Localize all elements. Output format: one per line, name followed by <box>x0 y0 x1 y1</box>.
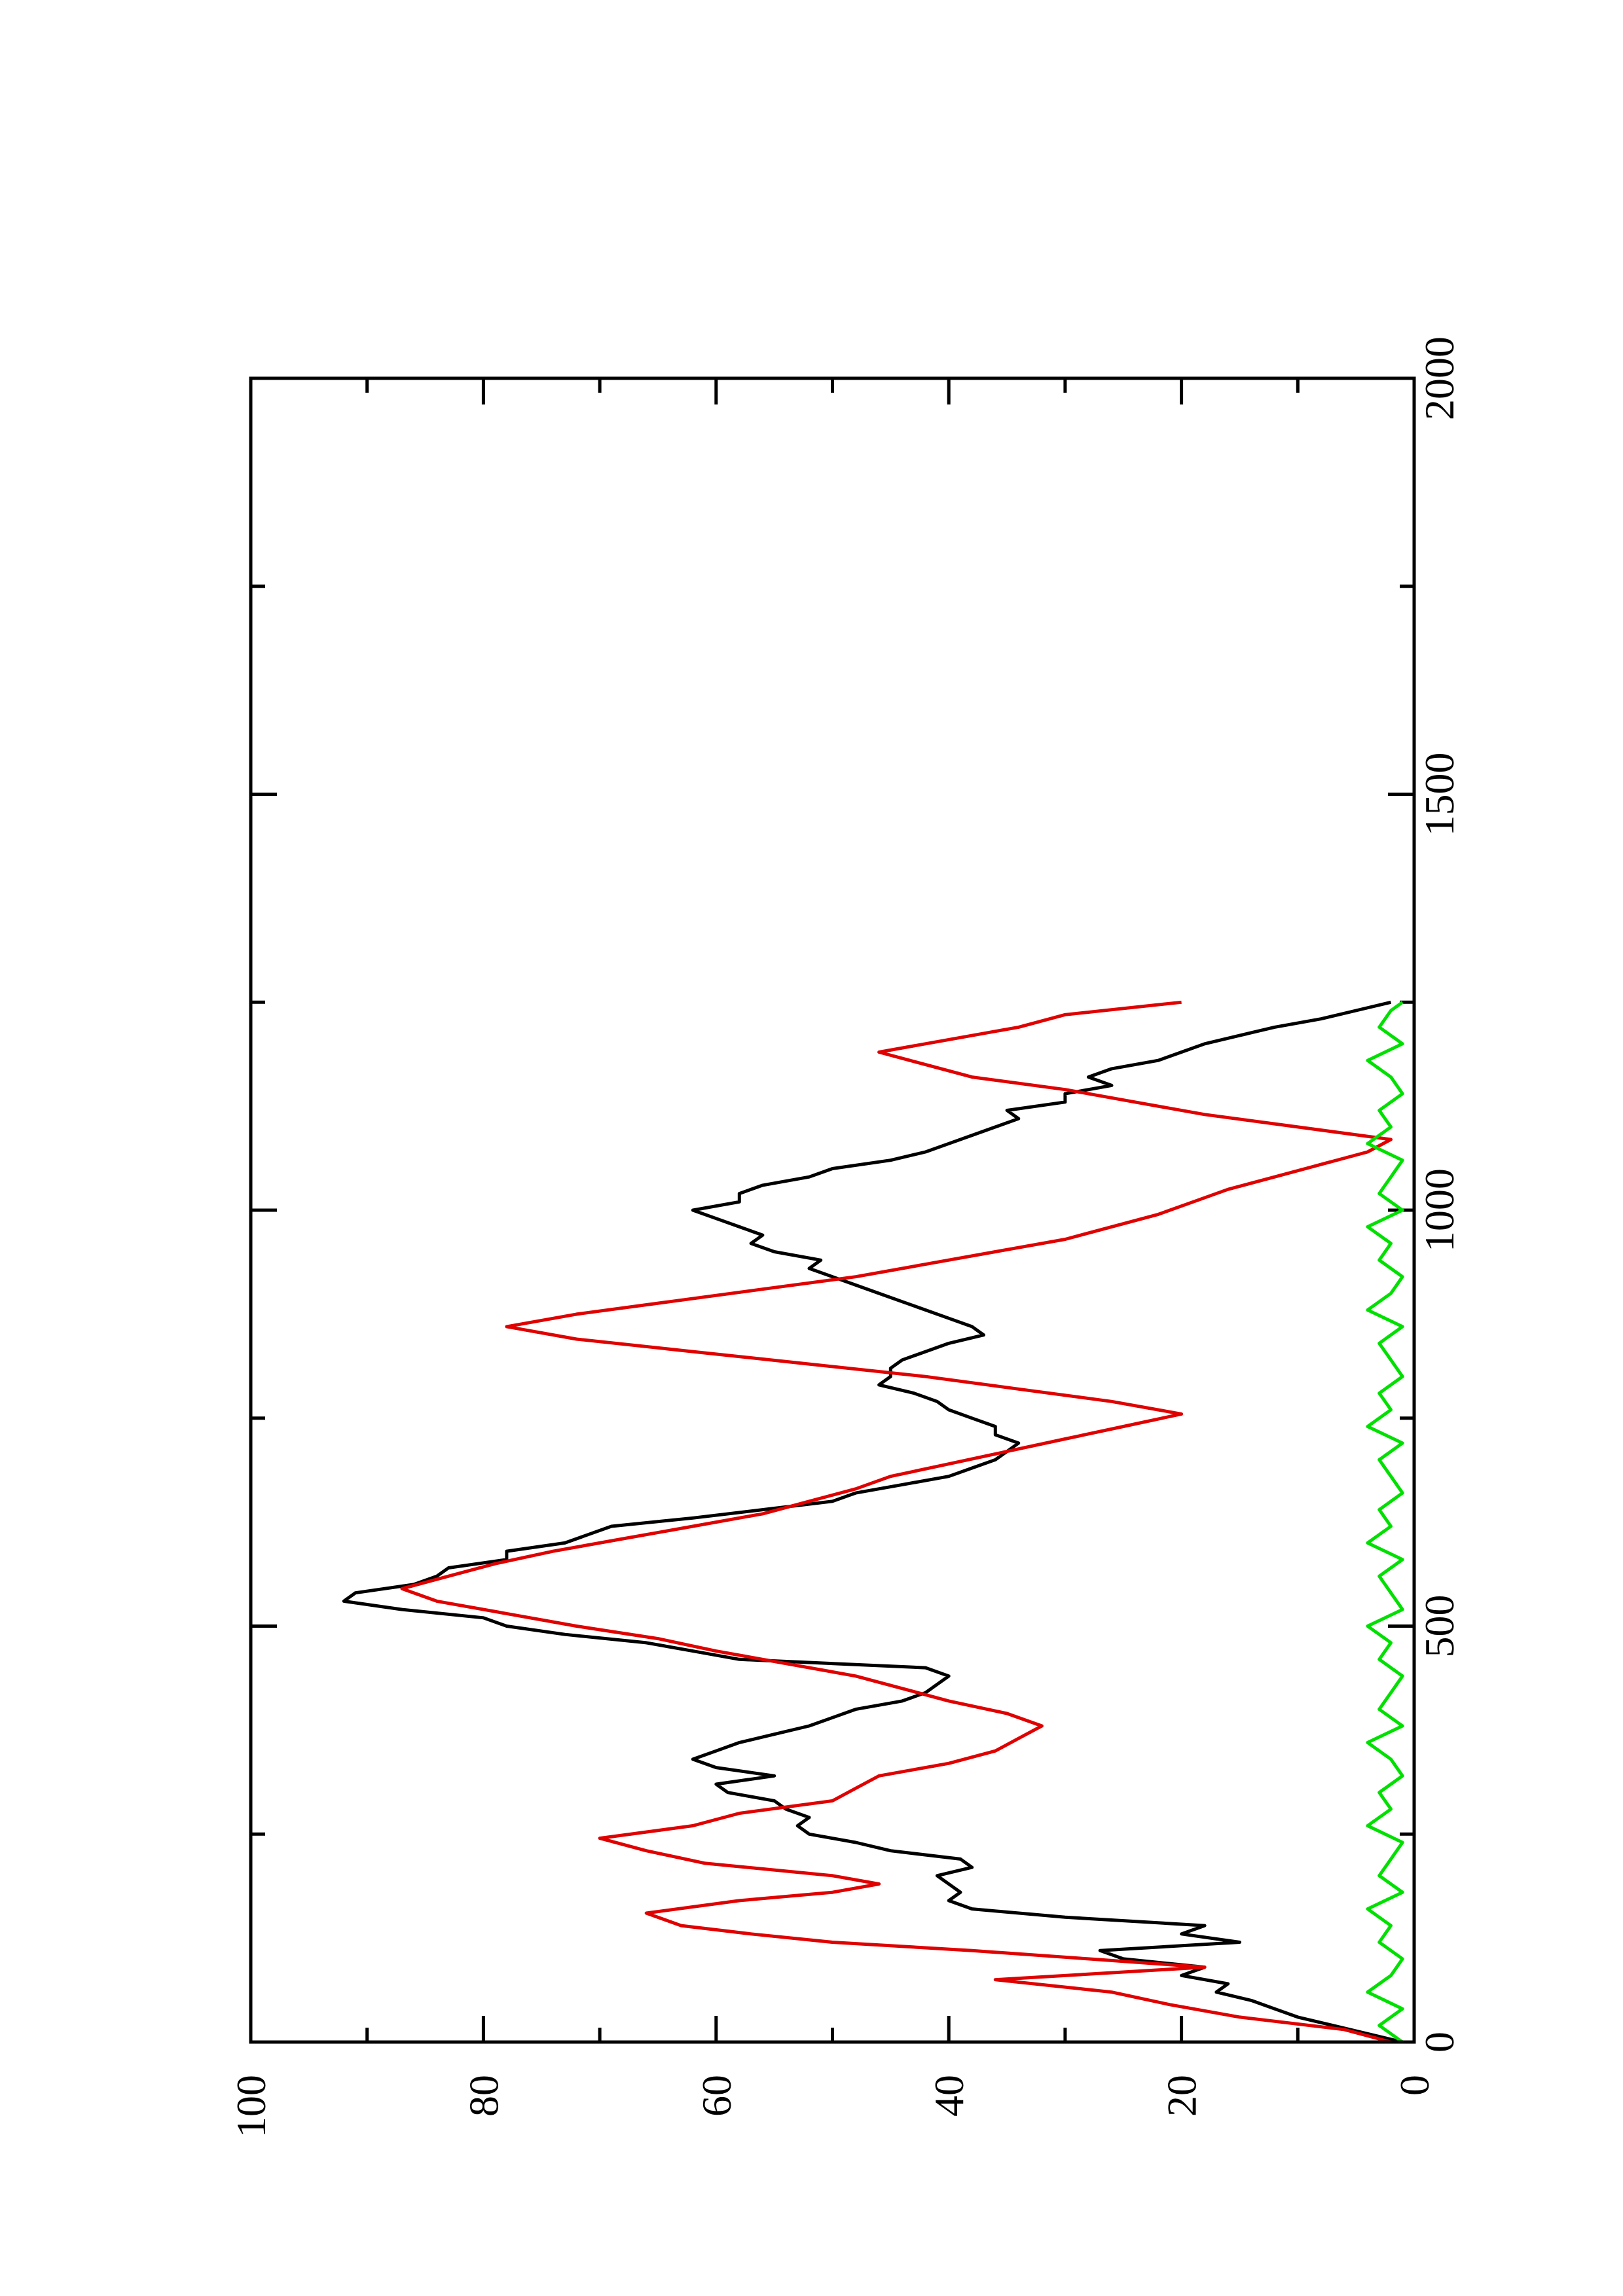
series-group <box>342 1000 1404 2044</box>
y-tick-label: 80 <box>460 2075 507 2117</box>
plot-frame <box>249 376 1416 2044</box>
y-tick-label: 20 <box>1159 2075 1205 2117</box>
series-line-1 <box>342 1000 1403 2044</box>
x-tick-label: 2000 <box>1416 336 1463 420</box>
x-tick-label: 1500 <box>1416 753 1463 836</box>
series-line-3 <box>1366 1001 1404 2044</box>
x-tick-label: 0 <box>1416 2032 1463 2053</box>
x-tick-label: 500 <box>1416 1595 1463 1658</box>
x-tick-label: 1000 <box>1416 1168 1463 1252</box>
y-tick-label: 40 <box>926 2075 972 2117</box>
y-tick-label: 0 <box>1391 2075 1438 2096</box>
y-tick-label: 60 <box>693 2075 740 2117</box>
series-line-2 <box>400 1000 1393 2044</box>
tick-group <box>249 376 1416 2044</box>
y-tick-label: 100 <box>228 2075 274 2138</box>
tick-label-group: 0 500 1000 1500 2000 0 20 40 60 80 100 <box>228 336 1463 2138</box>
